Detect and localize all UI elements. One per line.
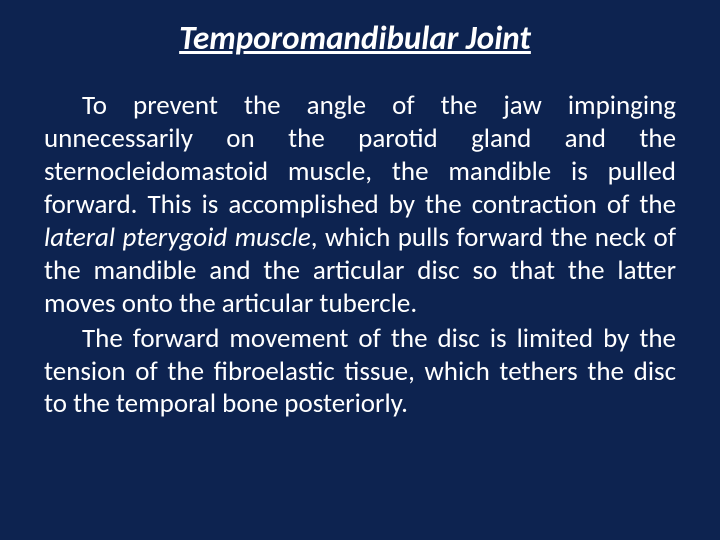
paragraph-1: To prevent the angle of the jaw impingin…	[44, 90, 676, 321]
slide-title: Temporomandibular Joint	[34, 18, 676, 58]
paragraph-2: The forward movement of the disc is limi…	[44, 323, 676, 422]
p1-text-a: To prevent the angle of the jaw impingin…	[44, 89, 676, 221]
p2-text: The forward movement of the disc is limi…	[44, 322, 676, 421]
p1-italic: lateral pterygoid muscle	[44, 221, 311, 254]
